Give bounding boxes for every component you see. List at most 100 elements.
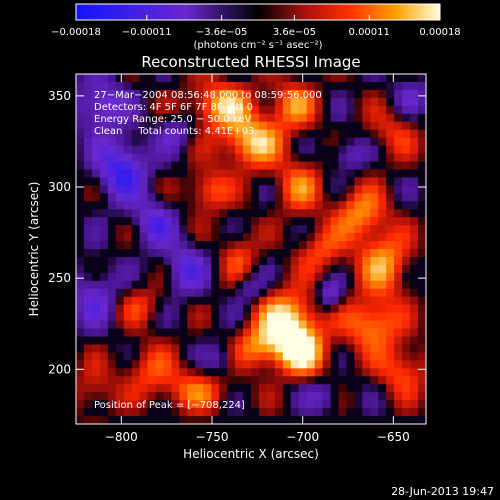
heatmap-cell xyxy=(76,320,85,330)
heatmap-cell xyxy=(91,288,101,298)
heatmap-cell xyxy=(187,392,196,401)
heatmap-cell xyxy=(131,113,141,123)
heatmap-cell xyxy=(139,113,149,123)
heatmap-cell xyxy=(322,296,332,306)
heatmap-cell xyxy=(330,89,340,99)
heatmap-cell xyxy=(418,272,426,282)
heatmap-cell xyxy=(330,81,340,91)
heatmap-cell xyxy=(155,161,165,171)
heatmap-cell xyxy=(266,296,276,306)
heatmap-cell xyxy=(346,193,355,202)
heatmap-cell xyxy=(203,177,212,186)
heatmap-cell xyxy=(370,129,379,139)
heatmap-cell xyxy=(354,161,363,171)
heatmap-cell xyxy=(155,249,165,258)
heatmap-cell xyxy=(378,280,387,290)
heatmap-cell xyxy=(258,272,268,282)
heatmap-cell xyxy=(235,201,244,210)
heatmap-cell xyxy=(107,312,117,322)
heatmap-cell xyxy=(179,360,188,369)
heatmap-cell xyxy=(115,328,125,338)
heatmap-cell xyxy=(322,177,332,186)
heatmap-cell xyxy=(76,153,85,163)
heatmap-cell xyxy=(386,225,395,234)
heatmap-cell xyxy=(338,161,348,171)
heatmap-cell xyxy=(378,360,387,369)
heatmap-cell xyxy=(322,225,332,234)
heatmap-cell xyxy=(203,129,212,139)
heatmap-cell xyxy=(338,97,348,107)
heatmap-cell xyxy=(251,280,260,290)
heatmap-cell xyxy=(258,249,268,258)
heatmap-cell xyxy=(386,249,395,258)
heatmap-cell xyxy=(107,416,117,424)
heatmap-cell xyxy=(290,264,300,274)
heatmap-cell xyxy=(219,272,228,282)
heatmap-cell xyxy=(314,81,324,91)
heatmap-cell xyxy=(290,233,300,242)
heatmap-cell xyxy=(187,272,196,282)
heatmap-cell xyxy=(402,256,411,266)
heatmap-cell xyxy=(314,209,324,218)
heatmap-cell xyxy=(410,105,419,115)
heatmap-cell xyxy=(243,280,252,290)
heatmap-cell xyxy=(187,233,196,242)
heatmap-cell xyxy=(195,89,204,99)
heatmap-cell xyxy=(155,368,165,377)
heatmap-cell xyxy=(219,121,228,131)
heatmap xyxy=(76,74,426,424)
heatmap-cell xyxy=(362,256,371,266)
heatmap-cell xyxy=(266,416,276,424)
heatmap-cell xyxy=(243,209,252,218)
heatmap-cell xyxy=(235,272,244,282)
heatmap-cell xyxy=(298,280,308,290)
heatmap-cell xyxy=(99,74,109,83)
heatmap-cell xyxy=(115,264,125,274)
heatmap-cell xyxy=(394,121,403,131)
heatmap-cell xyxy=(163,145,173,155)
heatmap-cell xyxy=(346,360,355,369)
heatmap-cell xyxy=(171,153,180,163)
heatmap-cell xyxy=(418,105,426,115)
heatmap-cell xyxy=(235,280,244,290)
heatmap-cell xyxy=(306,328,316,338)
heatmap-cell xyxy=(274,384,284,393)
heatmap-cell xyxy=(306,169,316,178)
heatmap-cell xyxy=(83,153,93,163)
heatmap-cell xyxy=(290,368,300,377)
heatmap-cell xyxy=(378,328,387,338)
heatmap-cell xyxy=(227,312,236,322)
heatmap-cell xyxy=(354,225,363,234)
heatmap-cell xyxy=(131,376,141,385)
heatmap-cell xyxy=(76,137,85,147)
heatmap-cell xyxy=(123,121,133,131)
heatmap-cell xyxy=(147,201,157,210)
heatmap-cell xyxy=(123,416,133,424)
heatmap-cell xyxy=(187,193,196,202)
heatmap-cell xyxy=(338,304,348,314)
heatmap-cell xyxy=(171,121,180,131)
heatmap-cell xyxy=(147,312,157,322)
heatmap-cell xyxy=(386,296,395,306)
heatmap-cell xyxy=(362,97,371,107)
heatmap-cell xyxy=(251,81,260,91)
y-tick-label: 200 xyxy=(48,362,71,376)
heatmap-cell xyxy=(187,312,196,322)
heatmap-cell xyxy=(227,161,236,171)
heatmap-cell xyxy=(306,288,316,298)
heatmap-cell xyxy=(258,384,268,393)
heatmap-cell xyxy=(195,129,204,139)
heatmap-cell xyxy=(91,105,101,115)
heatmap-cell xyxy=(394,368,403,377)
heatmap-cell xyxy=(235,209,244,218)
heatmap-cell xyxy=(370,360,379,369)
heatmap-cell xyxy=(251,368,260,377)
heatmap-cell xyxy=(83,352,93,361)
heatmap-cell xyxy=(147,280,157,290)
heatmap-cell xyxy=(83,264,93,274)
heatmap-cell xyxy=(370,288,379,298)
heatmap-cell xyxy=(418,217,426,226)
heatmap-cell xyxy=(346,352,355,361)
heatmap-cell xyxy=(139,272,149,282)
heatmap-cell xyxy=(139,217,149,226)
